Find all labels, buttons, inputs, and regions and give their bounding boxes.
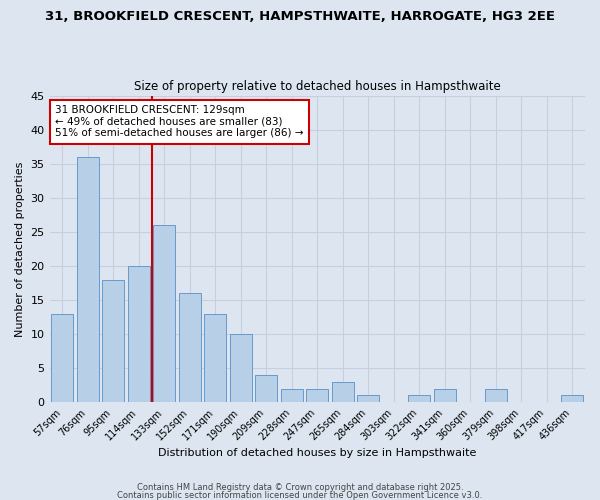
Bar xyxy=(434,388,455,402)
Text: 31 BROOKFIELD CRESCENT: 129sqm
← 49% of detached houses are smaller (83)
51% of : 31 BROOKFIELD CRESCENT: 129sqm ← 49% of … xyxy=(55,105,304,138)
Y-axis label: Number of detached properties: Number of detached properties xyxy=(15,162,25,337)
Bar xyxy=(77,158,98,402)
Bar xyxy=(154,226,175,402)
Title: Size of property relative to detached houses in Hampsthwaite: Size of property relative to detached ho… xyxy=(134,80,500,94)
Bar xyxy=(562,396,583,402)
Bar xyxy=(205,314,226,402)
Text: Contains HM Land Registry data © Crown copyright and database right 2025.: Contains HM Land Registry data © Crown c… xyxy=(137,484,463,492)
Bar xyxy=(128,266,149,402)
Bar xyxy=(409,396,430,402)
Text: Contains public sector information licensed under the Open Government Licence v3: Contains public sector information licen… xyxy=(118,490,482,500)
Bar xyxy=(52,314,73,402)
Bar xyxy=(281,388,302,402)
Bar xyxy=(485,388,506,402)
Bar xyxy=(358,396,379,402)
Bar xyxy=(230,334,251,402)
Bar xyxy=(256,375,277,402)
Bar xyxy=(103,280,124,402)
Bar xyxy=(307,388,328,402)
X-axis label: Distribution of detached houses by size in Hampsthwaite: Distribution of detached houses by size … xyxy=(158,448,476,458)
Text: 31, BROOKFIELD CRESCENT, HAMPSTHWAITE, HARROGATE, HG3 2EE: 31, BROOKFIELD CRESCENT, HAMPSTHWAITE, H… xyxy=(45,10,555,23)
Bar xyxy=(332,382,353,402)
Bar xyxy=(179,294,200,402)
